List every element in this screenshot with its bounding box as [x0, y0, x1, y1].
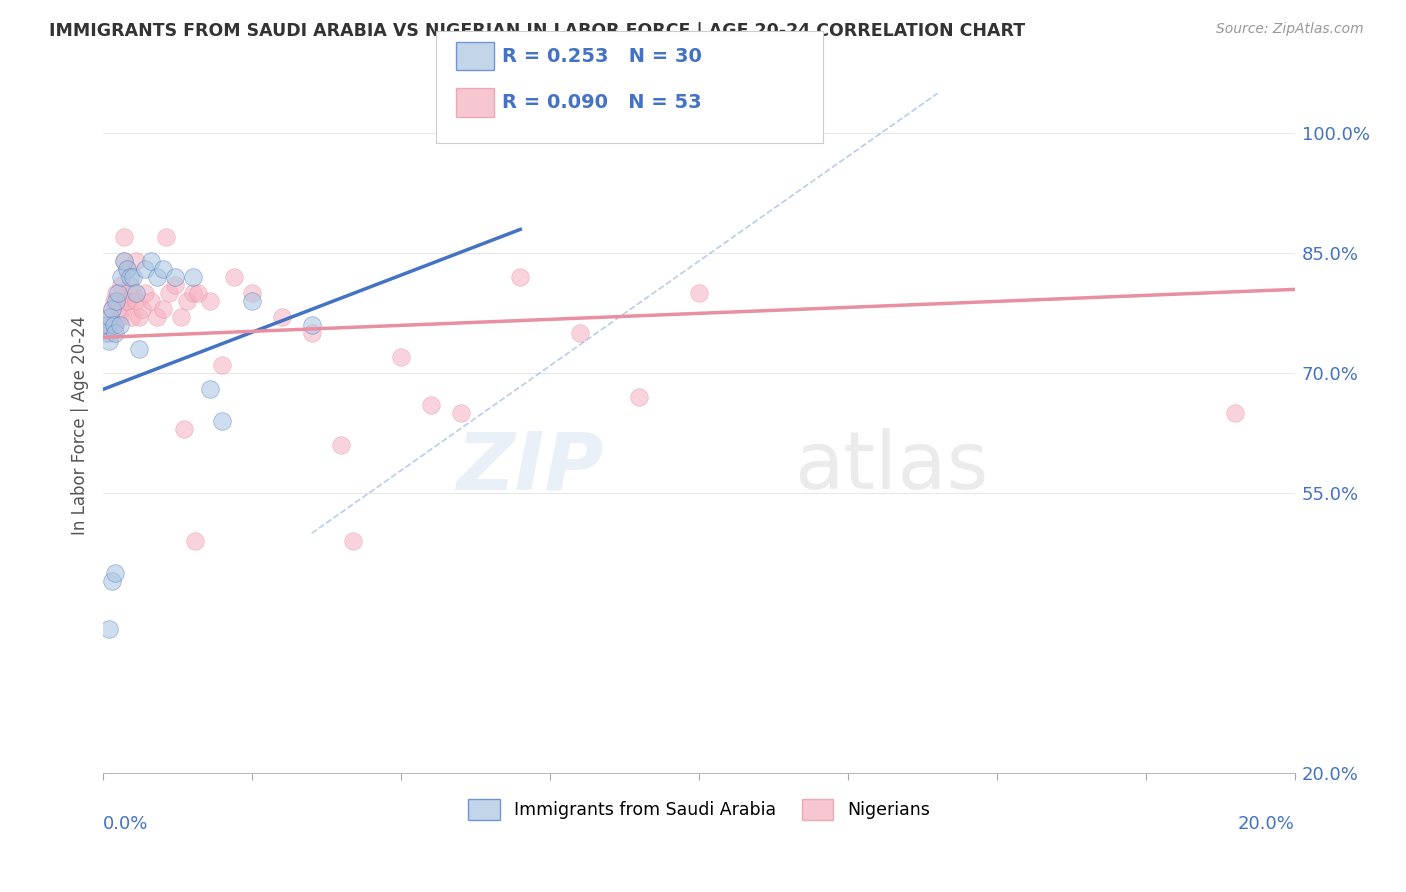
Text: IMMIGRANTS FROM SAUDI ARABIA VS NIGERIAN IN LABOR FORCE | AGE 20-24 CORRELATION : IMMIGRANTS FROM SAUDI ARABIA VS NIGERIAN…: [49, 22, 1025, 40]
Point: [301, 318, 323, 333]
Point: [200, 294, 222, 309]
Point: [105, 294, 128, 309]
Point: [134, 286, 156, 301]
Point: [1225, 406, 1247, 420]
Point: [103, 318, 125, 333]
Point: [112, 230, 135, 244]
Legend: Immigrants from Saudi Arabia, Nigerians: Immigrants from Saudi Arabia, Nigerians: [461, 792, 936, 827]
Point: [110, 270, 132, 285]
Point: [115, 262, 138, 277]
Point: [98, 334, 121, 349]
Text: ZIP: ZIP: [457, 428, 603, 506]
Point: [115, 262, 138, 277]
Point: [110, 278, 132, 293]
Point: [117, 294, 139, 309]
Point: [97, 310, 120, 325]
Point: [157, 286, 180, 301]
Point: [101, 302, 124, 317]
Point: [122, 270, 145, 285]
Point: [240, 294, 263, 309]
Point: [118, 270, 141, 285]
Point: [271, 310, 294, 325]
Point: [568, 326, 591, 341]
Point: [107, 286, 129, 301]
Point: [419, 398, 441, 412]
Point: [169, 310, 191, 325]
Point: [103, 294, 125, 309]
Point: [128, 343, 150, 357]
Point: [131, 302, 153, 317]
Point: [200, 382, 222, 396]
Point: [105, 286, 128, 301]
Point: [330, 438, 353, 452]
Point: [224, 270, 246, 285]
Text: R = 0.090   N = 53: R = 0.090 N = 53: [502, 93, 702, 112]
Point: [121, 310, 143, 325]
Point: [152, 262, 174, 277]
Text: Source: ZipAtlas.com: Source: ZipAtlas.com: [1216, 22, 1364, 37]
Point: [122, 286, 145, 301]
Point: [450, 406, 472, 420]
Point: [97, 318, 120, 333]
Point: [98, 310, 121, 325]
Point: [114, 294, 136, 309]
Point: [111, 302, 134, 317]
Point: [187, 286, 209, 301]
Text: 0.0%: 0.0%: [103, 815, 149, 833]
Point: [389, 351, 412, 365]
Point: [101, 302, 124, 317]
Point: [125, 254, 148, 268]
Point: [101, 574, 124, 589]
Text: atlas: atlas: [794, 428, 988, 506]
Point: [94, 326, 117, 341]
Point: [104, 318, 127, 333]
Point: [145, 310, 167, 325]
Point: [176, 294, 198, 309]
Point: [628, 390, 651, 404]
Point: [98, 318, 121, 333]
Point: [98, 326, 121, 341]
Point: [173, 422, 195, 436]
Point: [342, 534, 364, 549]
Point: [145, 270, 167, 285]
Point: [125, 294, 148, 309]
Point: [240, 286, 263, 301]
Point: [155, 230, 177, 244]
Point: [184, 534, 207, 549]
Point: [107, 294, 129, 309]
Text: R = 0.253   N = 30: R = 0.253 N = 30: [502, 46, 702, 66]
Point: [94, 318, 117, 333]
Y-axis label: In Labor Force | Age 20-24: In Labor Force | Age 20-24: [72, 316, 89, 535]
Point: [509, 270, 531, 285]
Point: [139, 254, 162, 268]
Point: [139, 294, 162, 309]
Point: [181, 270, 204, 285]
Point: [134, 262, 156, 277]
Point: [108, 310, 131, 325]
Point: [104, 566, 127, 581]
Point: [163, 278, 186, 293]
Point: [211, 359, 233, 373]
Text: 20.0%: 20.0%: [1239, 815, 1295, 833]
Point: [181, 286, 204, 301]
Point: [125, 286, 148, 301]
Point: [128, 310, 150, 325]
Point: [118, 278, 141, 293]
Point: [112, 254, 135, 268]
Point: [688, 286, 710, 301]
Point: [152, 302, 174, 317]
Point: [163, 270, 186, 285]
Point: [301, 326, 323, 341]
Point: [108, 318, 131, 333]
Point: [112, 254, 135, 268]
Point: [104, 326, 127, 341]
Point: [211, 414, 233, 428]
Point: [98, 622, 121, 636]
